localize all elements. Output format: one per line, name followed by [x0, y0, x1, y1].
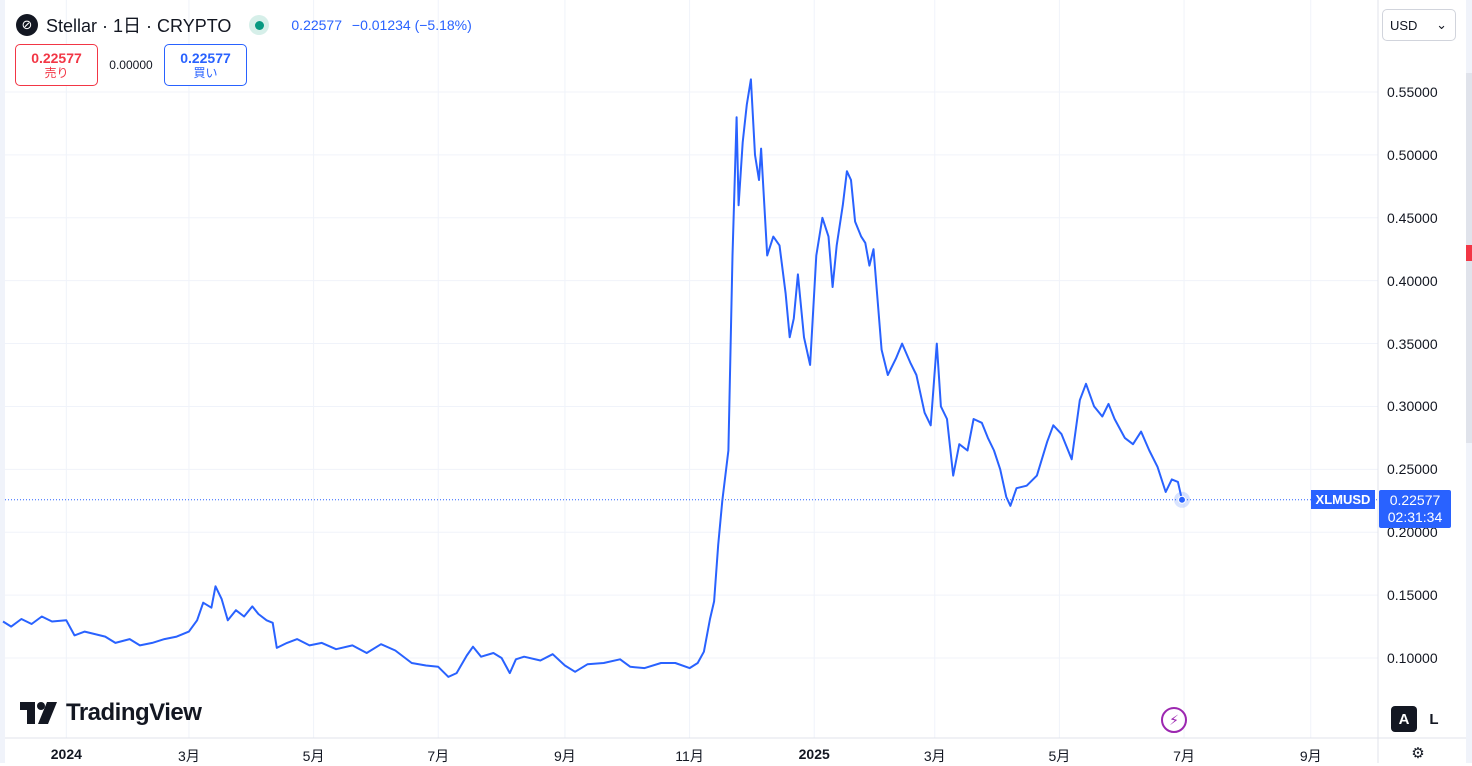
- sell-button[interactable]: 0.22577 売り: [15, 44, 98, 86]
- price-tick-label: 0.10000: [1387, 650, 1438, 666]
- currency-select[interactable]: USD ⌄: [1382, 9, 1456, 41]
- price-tick-label: 0.15000: [1387, 587, 1438, 604]
- price-change-percent: (−5.18%): [414, 17, 472, 33]
- currency-value: USD: [1390, 17, 1418, 33]
- buy-price: 0.22577: [180, 49, 231, 66]
- buy-button[interactable]: 0.22577 買い: [164, 44, 247, 86]
- auto-scale-button[interactable]: A: [1391, 706, 1417, 732]
- time-tick-label: 11月: [675, 748, 704, 764]
- time-tick-label: 2024: [50, 746, 82, 762]
- time-tick-label: 5月: [1048, 748, 1071, 764]
- spread-value: 0.00000: [109, 58, 153, 72]
- time-tick-label: 7月: [427, 748, 450, 764]
- stellar-logo-icon: ⊘: [16, 14, 38, 36]
- bar-countdown: 02:31:34: [1387, 509, 1443, 525]
- time-tick-label: 7月: [1173, 748, 1195, 764]
- last-price: 0.22577: [291, 17, 342, 33]
- time-tick-label: 2025: [798, 746, 830, 762]
- symbol-price-tag: XLMUSD: [1311, 490, 1375, 509]
- time-tick-label: 9月: [1299, 748, 1322, 764]
- series-line-xlmusd: [2, 78, 1183, 678]
- trade-panel: 0.22577 売り 0.00000 0.22577 買い: [15, 44, 247, 86]
- price-tick-label: 0.50000: [1387, 146, 1438, 163]
- last-price-tag-value: 0.22577: [1389, 492, 1441, 508]
- left-frame-border: [0, 0, 5, 763]
- log-scale-button[interactable]: L: [1421, 706, 1447, 732]
- price-tick-label: 0.35000: [1387, 335, 1438, 352]
- time-tick-label: 5月: [302, 748, 325, 764]
- tradingview-wordmark: TradingView: [66, 699, 202, 726]
- price-tick-label: 0.55000: [1387, 84, 1438, 100]
- tradingview-mark-icon: [20, 702, 57, 724]
- price-tick-label: 0.45000: [1387, 209, 1438, 226]
- market-open-status-icon[interactable]: [249, 15, 270, 35]
- tradingview-logo[interactable]: TradingView: [20, 699, 202, 727]
- time-tick-label: 9月: [554, 748, 576, 764]
- buy-label: 買い: [193, 65, 218, 80]
- price-tick-label: 0.25000: [1387, 461, 1438, 478]
- gear-icon[interactable]: ⚙: [1411, 745, 1425, 762]
- price-tick-label: 0.20000: [1387, 524, 1438, 541]
- chart-header: ⊘ Stellar · 1日 · CRYPTO 0.22577 −0.01234…: [16, 12, 472, 38]
- header-quote: 0.22577 −0.01234 (−5.18%): [291, 17, 471, 33]
- sell-price: 0.22577: [31, 49, 82, 66]
- right-panel-alert-marker: [1466, 245, 1472, 261]
- price-tick-label: 0.30000: [1387, 398, 1438, 415]
- chevron-down-icon: ⌄: [1436, 17, 1447, 32]
- time-tick-label: 3月: [923, 748, 946, 764]
- symbol-title[interactable]: Stellar · 1日 · CRYPTO: [46, 16, 232, 36]
- sell-label: 売り: [44, 65, 69, 80]
- price-change: −0.01234: [351, 17, 411, 33]
- time-tick-label: 3月: [178, 748, 200, 764]
- last-point-marker: [1178, 495, 1187, 504]
- price-tick-label: 0.40000: [1387, 272, 1438, 289]
- last-price-tag: 0.22577 02:31:34: [1379, 490, 1451, 528]
- lightning-icon[interactable]: ⚡: [1161, 707, 1187, 733]
